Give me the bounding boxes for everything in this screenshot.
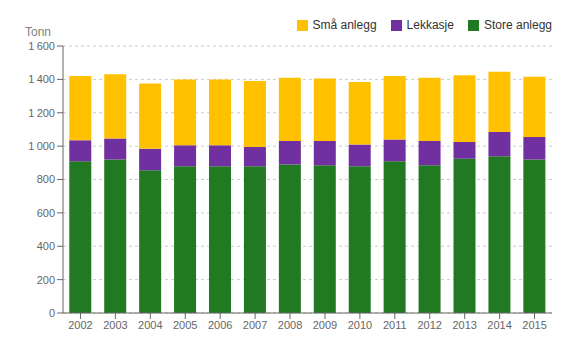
svg-text:2002: 2002 [68,319,92,331]
svg-text:2004: 2004 [138,319,162,331]
svg-text:2006: 2006 [208,319,232,331]
svg-text:2013: 2013 [452,319,476,331]
svg-text:400: 400 [37,240,55,252]
svg-text:2005: 2005 [173,319,197,331]
html-text:Små anlegg: Små anlegg [312,18,377,32]
svg-text:2014: 2014 [487,319,511,331]
svg-text:2010: 2010 [348,319,372,331]
svg-text:2015: 2015 [522,319,546,331]
svg-text:0: 0 [49,307,55,319]
svg-text:2003: 2003 [103,319,127,331]
svg-text:Tonn: Tonn [25,25,51,39]
svg-text:2009: 2009 [313,319,337,331]
svg-text:2008: 2008 [278,319,302,331]
html-text:Store anlegg: Store anlegg [483,18,552,32]
svg-text:2007: 2007 [243,319,267,331]
svg-text:200: 200 [37,274,55,286]
svg-text:2012: 2012 [418,319,442,331]
svg-text:1 200: 1 200 [28,107,55,119]
svg-text:600: 600 [37,207,55,219]
html-text:Lekkasje: Lekkasje [406,18,454,32]
svg-text:2011: 2011 [383,319,407,331]
svg-text:1 000: 1 000 [28,140,55,152]
svg-text:1 400: 1 400 [28,73,55,85]
svg-text:1 600: 1 600 [28,40,55,52]
svg-text:800: 800 [37,173,55,185]
